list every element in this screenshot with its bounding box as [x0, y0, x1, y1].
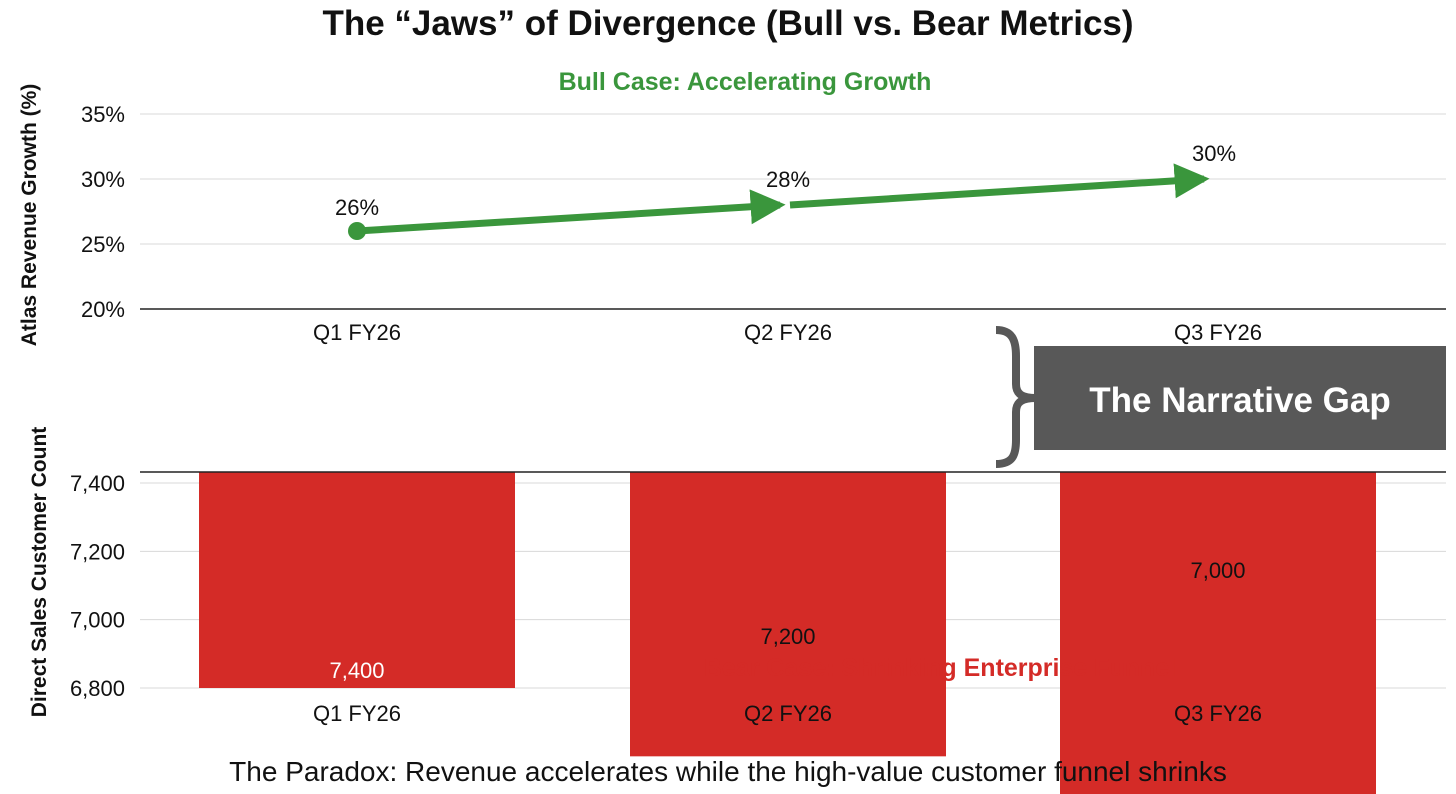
narrative-gap-brace: [995, 326, 1037, 468]
bull-y-axis-label: Atlas Revenue Growth (%): [18, 84, 41, 347]
bear-y-axis-label: Direct Sales Customer Count: [28, 427, 51, 718]
bear-x-tick-label: Q1 FY26: [313, 701, 401, 726]
bull-x-tick-label: Q1 FY26: [313, 320, 401, 345]
bull-subtitle: Bull Case: Accelerating Growth: [559, 68, 932, 96]
bear-bar: [199, 472, 515, 688]
bear-y-ticks: 6,800 7,000 7,200 7,400: [70, 471, 125, 701]
bear-data-label: 7,000: [1190, 558, 1245, 583]
bear-y-tick-label: 7,200: [70, 539, 125, 564]
bull-x-tick-label: Q3 FY26: [1174, 320, 1262, 345]
bear-data-label: 7,200: [760, 624, 815, 649]
bear-y-tick-label: 7,400: [70, 471, 125, 496]
bull-data-labels: 26% 28% 30%: [335, 141, 1236, 220]
bull-data-label: 30%: [1192, 141, 1236, 166]
chart-title: The “Jaws” of Divergence (Bull vs. Bear …: [322, 4, 1134, 43]
bull-y-tick-label: 35%: [81, 102, 125, 127]
bull-x-tick-label: Q2 FY26: [744, 320, 832, 345]
chart-footnote: The Paradox: Revenue accelerates while t…: [229, 756, 1227, 787]
bear-x-tick-label: Q2 FY26: [744, 701, 832, 726]
narrative-gap-label: The Narrative Gap: [1089, 381, 1391, 420]
bull-y-tick-label: 25%: [81, 232, 125, 257]
bear-y-tick-label: 6,800: [70, 676, 125, 701]
bear-x-ticks: Q1 FY26 Q2 FY26 Q3 FY26: [313, 701, 1262, 726]
bear-x-tick-label: Q3 FY26: [1174, 701, 1262, 726]
bear-data-label: 7,400: [329, 658, 384, 683]
bull-y-ticks: 20% 25% 30% 35%: [81, 102, 125, 322]
bear-y-tick-label: 7,000: [70, 608, 125, 633]
narrative-gap-box: [1034, 346, 1446, 450]
bull-trend-arrow: [789, 163, 1210, 209]
bull-trend-arrow: [356, 189, 786, 235]
bull-data-label: 28%: [766, 167, 810, 192]
bear-bar: [630, 472, 946, 757]
bull-y-tick-label: 30%: [81, 167, 125, 192]
bear-series: [199, 472, 1376, 794]
bull-x-ticks: Q1 FY26 Q2 FY26 Q3 FY26: [313, 320, 1262, 345]
bear-subtitle: Bear Case: Shrinking Enterprise Funnel: [704, 654, 1176, 682]
bull-data-label: 26%: [335, 195, 379, 220]
bear-bar: [1060, 472, 1376, 794]
bull-gridlines: [140, 113, 1446, 310]
bull-y-tick-label: 20%: [81, 297, 125, 322]
bull-series: [348, 163, 1210, 240]
bear-data-labels: 7,400 7,200 7,000: [329, 558, 1245, 683]
